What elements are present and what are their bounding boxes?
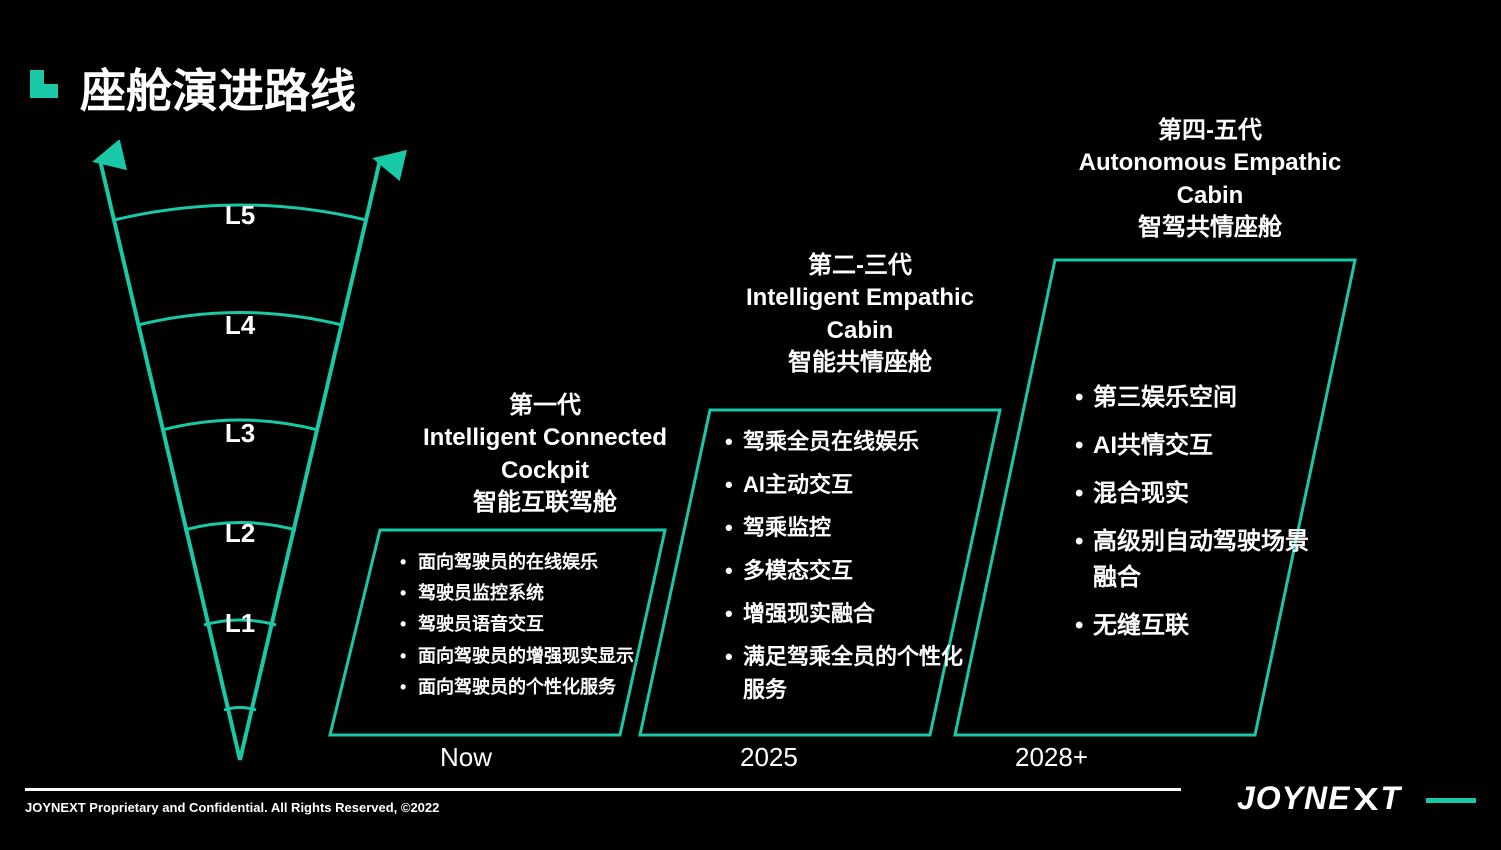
page-title: 座舱演进路线 [80, 55, 356, 121]
brand-o: O [1256, 780, 1282, 817]
stage1-bullet: 面向驾驶员的增强现实显示 [400, 644, 670, 669]
stage3-bullet: 混合现实 [1075, 476, 1315, 512]
stage3-line3: 智驾共情座舱 [1060, 212, 1360, 244]
brand-x-icon [1351, 785, 1379, 813]
funnel-label-l5: L5 [210, 200, 270, 231]
footer-rule [25, 788, 1181, 791]
stage3-line2b: Cabin [1060, 180, 1360, 212]
stage2-line1: 第二-三代 [720, 250, 1000, 282]
stage1-bullet: 驾驶员监控系统 [400, 581, 670, 606]
stage1-header: 第一代 Intelligent Connected Cockpit 智能互联驾舱 [400, 390, 690, 520]
brand-y: Y [1282, 780, 1304, 817]
brand-t: T [1380, 780, 1401, 817]
stage3-bullet: 高级别自动驾驶场景融合 [1075, 524, 1315, 596]
stage2-bullet: 增强现实融合 [725, 597, 970, 630]
funnel-label-l1: L1 [210, 608, 270, 639]
funnel-label-l4: L4 [210, 310, 270, 341]
footer-text: JOYNEXT Proprietary and Confidential. Al… [25, 800, 439, 815]
stage2-bullet: AI主动交互 [725, 468, 970, 501]
stage2-bullets: 驾乘全员在线娱乐 AI主动交互 驾乘监控 多模态交互 增强现实融合 满足驾乘全员… [725, 425, 970, 716]
stage1-time: Now [440, 742, 492, 773]
brand-j: J [1237, 780, 1256, 817]
stage1-line2: Intelligent Connected [400, 422, 690, 454]
stage3-bullet: 第三娱乐空间 [1075, 380, 1315, 416]
stage2-line2: Intelligent Empathic [720, 282, 1000, 314]
stage2-bullet: 驾乘监控 [725, 511, 970, 544]
stage1-bullets: 面向驾驶员的在线娱乐 驾驶员监控系统 驾驶员语音交互 面向驾驶员的增强现实显示 … [400, 550, 670, 706]
stage1-line1: 第一代 [400, 390, 690, 422]
brand-accent-dash [1426, 798, 1476, 803]
funnel-label-l2: L2 [210, 518, 270, 549]
funnel-label-l3: L3 [210, 418, 270, 449]
title-accent-icon [30, 70, 58, 98]
stage2-bullet: 满足驾乘全员的个性化服务 [725, 640, 970, 706]
brand-n: N [1304, 780, 1328, 817]
stage1-line3: 智能互联驾舱 [400, 487, 690, 519]
stage2-line2b: Cabin [720, 315, 1000, 347]
brand-logo: J O Y N E T [1237, 780, 1401, 817]
stage3-bullets: 第三娱乐空间 AI共情交互 混合现实 高级别自动驾驶场景融合 无缝互联 [1075, 380, 1315, 656]
stage1-line2b: Cockpit [400, 455, 690, 487]
stage3-bullet: 无缝互联 [1075, 608, 1315, 644]
stage3-line1: 第四-五代 [1060, 115, 1360, 147]
stage2-bullet: 多模态交互 [725, 554, 970, 587]
stage2-bullet: 驾乘全员在线娱乐 [725, 425, 970, 458]
stage2-line3: 智能共情座舱 [720, 347, 1000, 379]
stage3-line2: Autonomous Empathic [1060, 147, 1360, 179]
stage1-bullet: 驾驶员语音交互 [400, 612, 670, 637]
stage1-bullet: 面向驾驶员的个性化服务 [400, 675, 670, 700]
stage2-header: 第二-三代 Intelligent Empathic Cabin 智能共情座舱 [720, 250, 1000, 380]
stage3-bullet: AI共情交互 [1075, 428, 1315, 464]
stage2-time: 2025 [740, 742, 798, 773]
stage3-time: 2028+ [1015, 742, 1088, 773]
stage1-bullet: 面向驾驶员的在线娱乐 [400, 550, 670, 575]
stage3-header: 第四-五代 Autonomous Empathic Cabin 智驾共情座舱 [1060, 115, 1360, 245]
brand-e: E [1328, 780, 1350, 817]
funnel-diagram [70, 140, 410, 780]
